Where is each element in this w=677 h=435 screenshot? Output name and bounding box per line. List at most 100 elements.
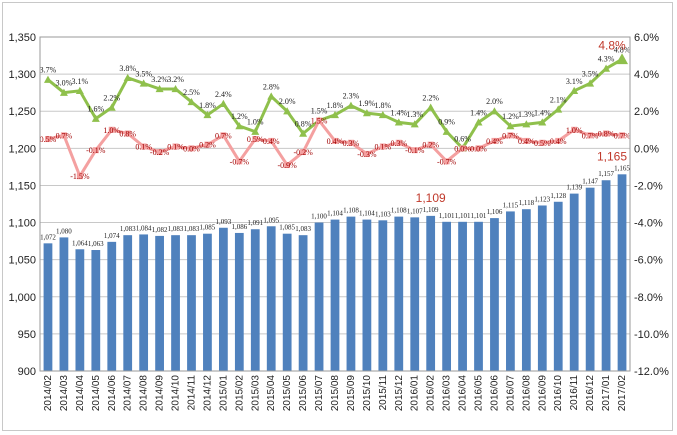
x-tick-label: 2015/06 bbox=[298, 375, 309, 412]
bar-value-label: 1,101 bbox=[439, 212, 455, 220]
right-tick-label: -10.0% bbox=[634, 329, 669, 341]
series-value-label: -0.9% bbox=[277, 161, 297, 170]
series-marker bbox=[331, 110, 339, 119]
line-series bbox=[43, 53, 629, 180]
series-marker bbox=[235, 122, 244, 130]
series-value-label: 3.2% bbox=[167, 75, 184, 84]
right-tick-label: 4.0% bbox=[634, 69, 659, 81]
x-tick-label: 2015/05 bbox=[282, 375, 293, 412]
series-marker bbox=[171, 84, 180, 93]
series-marker bbox=[379, 143, 386, 150]
x-tick-label: 2016/10 bbox=[553, 375, 564, 412]
x-tick-label: 2016/04 bbox=[458, 375, 469, 412]
bar bbox=[394, 216, 404, 371]
x-tick-label: 2017/01 bbox=[601, 375, 612, 412]
series-marker bbox=[475, 145, 482, 152]
series-marker bbox=[60, 132, 67, 139]
series-value-label: 0.8% bbox=[598, 129, 615, 138]
series-marker bbox=[507, 132, 514, 139]
bar-value-label: 1,101 bbox=[455, 212, 471, 220]
series-value-label: 0.3% bbox=[390, 139, 407, 148]
bar bbox=[362, 219, 372, 371]
bar bbox=[218, 227, 228, 371]
bar-value-label: 1,091 bbox=[247, 219, 263, 227]
x-tick-label: 2015/11 bbox=[378, 375, 389, 411]
x-tick-label: 2016/06 bbox=[489, 375, 500, 412]
bar bbox=[203, 233, 212, 371]
series-value-label: 3.1% bbox=[566, 77, 583, 86]
callout-label: 1,165 bbox=[597, 149, 627, 163]
series-value-label: 0.4% bbox=[518, 137, 535, 146]
series-value-label: 0.7% bbox=[215, 131, 232, 140]
bar bbox=[506, 211, 515, 371]
series-value-label: 0.0% bbox=[470, 144, 487, 153]
series-value-label: 0.7% bbox=[502, 131, 519, 140]
bar bbox=[171, 235, 180, 371]
x-tick-label: 2016/02 bbox=[426, 375, 437, 412]
series-value-label: 1.0% bbox=[103, 126, 120, 135]
series-marker bbox=[426, 103, 435, 111]
series-marker bbox=[442, 127, 451, 135]
x-tick-label: 2015/12 bbox=[394, 375, 405, 412]
bar bbox=[585, 187, 595, 371]
left-tick-label: 1,350 bbox=[8, 32, 36, 44]
bar bbox=[282, 233, 292, 371]
callout-label: 1,109 bbox=[416, 191, 446, 205]
bar-value-label: 1,103 bbox=[375, 210, 391, 218]
series-marker bbox=[124, 130, 131, 137]
series-value-label: 0.7% bbox=[56, 131, 73, 140]
series-marker bbox=[44, 136, 51, 143]
right-tick-label: -8.0% bbox=[634, 292, 663, 304]
bar bbox=[537, 205, 547, 371]
bar bbox=[378, 220, 388, 371]
series-value-label: 0.8% bbox=[295, 119, 312, 128]
bar bbox=[75, 249, 85, 371]
x-tick-label: 2015/04 bbox=[266, 375, 277, 412]
right-tick-label: 2.0% bbox=[634, 106, 659, 118]
x-tick-label: 2016/09 bbox=[537, 375, 548, 412]
bar-value-label: 1,108 bbox=[391, 207, 407, 215]
bar-value-label: 1,101 bbox=[471, 212, 487, 220]
bar bbox=[187, 235, 196, 371]
series-marker bbox=[395, 139, 402, 146]
series-marker bbox=[251, 127, 260, 135]
bar bbox=[330, 219, 340, 371]
series-value-label: 0.6% bbox=[454, 134, 471, 143]
bar-value-label: 1,100 bbox=[311, 213, 327, 221]
series-marker bbox=[523, 137, 530, 144]
series-marker bbox=[43, 75, 52, 83]
series-value-label: 0.5% bbox=[40, 135, 57, 144]
series-value-label: 1.3% bbox=[406, 110, 423, 119]
series-value-label: 2.4% bbox=[215, 90, 232, 99]
series-value-label: 1.5% bbox=[311, 117, 328, 126]
series-marker bbox=[332, 137, 338, 144]
right-tick-label: -12.0% bbox=[634, 366, 669, 378]
series-marker bbox=[172, 143, 179, 150]
x-tick-label: 2016/07 bbox=[505, 375, 516, 412]
series-marker bbox=[203, 110, 212, 119]
series-value-label: 4.3% bbox=[598, 55, 615, 64]
series-value-label: -0.1% bbox=[86, 146, 106, 155]
series-value-label: 1.4% bbox=[390, 108, 407, 117]
series-marker bbox=[299, 129, 308, 137]
x-tick-label: 2015/09 bbox=[346, 375, 357, 412]
series-value-label: 2.5% bbox=[183, 88, 200, 97]
series-value-label: 2.8% bbox=[263, 82, 280, 91]
right-tick-label: -4.0% bbox=[634, 218, 663, 230]
x-tick-label: 2016/01 bbox=[410, 375, 421, 412]
series-value-label: 0.4% bbox=[327, 137, 344, 146]
x-tick-label: 2015/03 bbox=[250, 375, 261, 412]
series-marker bbox=[587, 132, 594, 139]
right-tick-label: 6.0% bbox=[634, 32, 659, 44]
series-marker bbox=[204, 141, 211, 148]
series-value-label: 0.4% bbox=[550, 137, 567, 146]
series-marker bbox=[539, 139, 546, 146]
bar-value-label: 1,115 bbox=[503, 201, 519, 209]
right-tick-label: 0.0% bbox=[634, 143, 659, 155]
series-marker bbox=[236, 158, 243, 165]
left-tick-label: 1,300 bbox=[8, 69, 36, 81]
series-value-label: 0.4% bbox=[486, 137, 503, 146]
series-value-label: 1.4% bbox=[470, 108, 487, 117]
series-marker bbox=[522, 120, 531, 128]
